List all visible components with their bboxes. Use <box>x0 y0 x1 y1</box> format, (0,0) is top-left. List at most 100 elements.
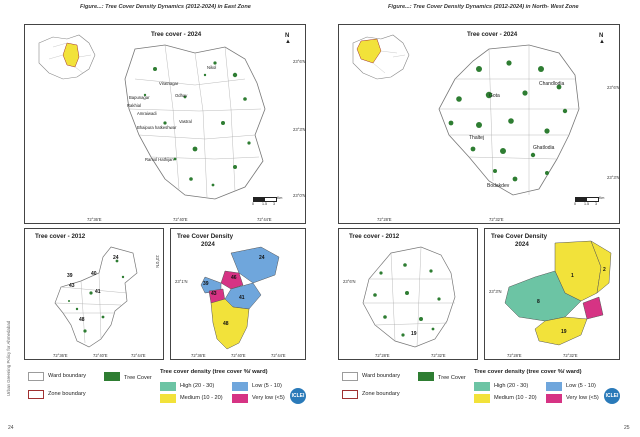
left-2012-zone-map <box>54 246 138 348</box>
lat-tick: 23°3'N <box>293 127 306 132</box>
legend-very-low-label: Very low (<5) <box>252 395 285 401</box>
legend-low-label: Low (5 - 10) <box>252 383 282 389</box>
legend-density-heading: Tree cover density (tree cover %/ ward) <box>474 369 582 375</box>
left-density-zone-map <box>200 246 280 350</box>
right-density-zone-map <box>504 240 612 346</box>
north-arrow-icon: N ▲ <box>599 33 605 45</box>
right-2012-zone-map <box>362 246 456 348</box>
ward-label-nikol: Nikol <box>207 65 217 70</box>
legend-low-label: Low (5 - 10) <box>566 383 596 389</box>
ward-number-2012: 39 <box>67 273 73 279</box>
legend-high-swatch <box>474 382 490 391</box>
lat-tick: 23°0'N <box>154 255 160 268</box>
ward-label-ghatlodia: Ghatlodia <box>533 145 555 151</box>
scale-tick: 0 <box>252 202 254 206</box>
left-2012-map-frame: Tree cover - 2012 24 40 39 43 41 48 23°0… <box>24 228 164 360</box>
lon-tick: 72°36'E <box>87 217 102 222</box>
legend-ward-boundary-swatch <box>28 372 44 381</box>
legend-medium-swatch <box>474 394 490 403</box>
lat-tick: 23°3'N <box>607 175 620 180</box>
left-page-number: 24 <box>8 425 14 431</box>
legend-ward-boundary-swatch <box>342 372 358 381</box>
lon-tick: 72°28'E <box>377 217 392 222</box>
lon-tick: 72°36'E <box>53 353 68 358</box>
lon-tick: 72°28'E <box>375 353 390 358</box>
scale-unit: Km <box>599 196 605 200</box>
side-running-title: Urban Greening Policy for Ahmedabad <box>6 320 11 396</box>
lon-tick: 72°28'E <box>507 353 522 358</box>
legend-medium-swatch <box>160 394 176 403</box>
lat-tick: 23°6'N <box>293 59 306 64</box>
lon-tick: 72°32'E <box>563 353 578 358</box>
ward-number-density: 2 <box>603 267 606 273</box>
iclei-logo-text: ICLEI <box>605 393 619 399</box>
ward-number-2012: 24 <box>113 255 119 261</box>
legend-zone-boundary-label: Zone boundary <box>48 391 86 397</box>
legend-ward-boundary-label: Ward boundary <box>362 373 401 379</box>
legend-tree-cover-swatch <box>418 372 434 381</box>
scale-tick: 3 <box>273 202 275 206</box>
scale-unit: Km <box>277 196 283 200</box>
ward-number-density: 46 <box>231 275 237 281</box>
left-density-map-frame: Tree Cover Density 2024 24 46 39 43 41 4… <box>170 228 306 360</box>
lat-tick: 23°0'N <box>293 193 306 198</box>
density-ward-medium <box>210 298 250 350</box>
ward-label-vastral: Vastral <box>179 119 192 124</box>
ward-label-gota: Gota <box>489 93 500 99</box>
ward-number-2012: 41 <box>95 289 101 295</box>
ward-number-density: 39 <box>203 281 209 287</box>
lon-tick: 72°40'E <box>93 353 108 358</box>
locator-inset-map <box>352 34 410 80</box>
ward-label-rakhial: Rakhial <box>127 103 141 108</box>
lon-tick: 72°40'E <box>173 217 188 222</box>
lat-tick: 23°1'N <box>175 279 188 284</box>
ward-label-bhaipura-hatkeshwar: Bhaipura hatkeshwar <box>137 125 177 130</box>
left-main-map-frame: Tree cover - 2024 N ▲ Nikol Viratnagar Od… <box>24 24 306 224</box>
legend-tree-cover-label: Tree Cover <box>438 375 466 381</box>
lon-tick: 72°36'E <box>191 353 206 358</box>
right-main-map-frame: Tree cover - 2024 N ▲ Chandlodia Gota Tha… <box>338 24 620 224</box>
right-page-number: 25 <box>624 425 630 431</box>
scale-tick: 0 <box>574 202 576 206</box>
ward-number-density: 19 <box>561 329 567 335</box>
density-ward-high <box>504 270 582 322</box>
ward-label-odhav: Odhav <box>175 93 188 98</box>
left-density-title-line1: Tree Cover Density <box>177 233 234 240</box>
left-2012-map-title: Tree cover - 2012 <box>35 233 86 240</box>
density-ward-very-low <box>220 270 244 290</box>
legend-high-swatch <box>160 382 176 391</box>
legend-zone-boundary-swatch <box>28 390 44 399</box>
left-figure-title: Figure...: Tree Cover Density Dynamics (… <box>80 4 251 10</box>
right-density-title-line2: 2024 <box>515 241 529 248</box>
lat-tick: 23°6'N <box>343 279 356 284</box>
iclei-logo-text: ICLEI <box>291 393 305 399</box>
legend-zone-boundary-swatch <box>342 390 358 399</box>
right-density-title-line1: Tree Cover Density <box>491 233 548 240</box>
lon-tick: 72°40'E <box>231 353 246 358</box>
left-legend: Ward boundary Zone boundary Tree Cover T… <box>28 369 308 432</box>
legend-medium-label: Medium (10 - 20) <box>180 395 223 401</box>
ward-number-2012: 43 <box>69 283 75 289</box>
legend-low-swatch <box>546 382 562 391</box>
ward-number-density: 41 <box>239 295 245 301</box>
right-2012-map-frame: Tree cover - 2012 19 23°6'N 72°28'E 72°3… <box>338 228 478 360</box>
lat-tick: 23°3'N <box>489 289 502 294</box>
ward-number-density: 43 <box>211 291 217 297</box>
locator-inset-map <box>38 34 96 80</box>
right-legend: Ward boundary Zone boundary Tree Cover T… <box>342 369 622 432</box>
scale-tick: 3 <box>595 202 597 206</box>
ward-label-chandlodia: Chandlodia <box>539 81 565 87</box>
legend-zone-boundary-label: Zone boundary <box>362 391 400 397</box>
ward-number-density: 24 <box>259 255 265 261</box>
left-main-map-title: Tree cover - 2024 <box>151 31 202 38</box>
legend-high-label: High (20 - 30) <box>180 383 215 389</box>
iclei-logo: ICLEI <box>290 388 306 404</box>
right-zone-map <box>438 44 580 196</box>
ward-number-2012: 40 <box>91 271 97 277</box>
legend-ward-boundary-label: Ward boundary <box>48 373 87 379</box>
north-arrow-icon: N ▲ <box>285 33 291 45</box>
legend-medium-label: Medium (10 - 20) <box>494 395 537 401</box>
scale-bar <box>253 197 277 202</box>
ward-label-bapunagar: Bapunagar <box>129 95 150 100</box>
legend-tree-cover-label: Tree Cover <box>124 375 152 381</box>
